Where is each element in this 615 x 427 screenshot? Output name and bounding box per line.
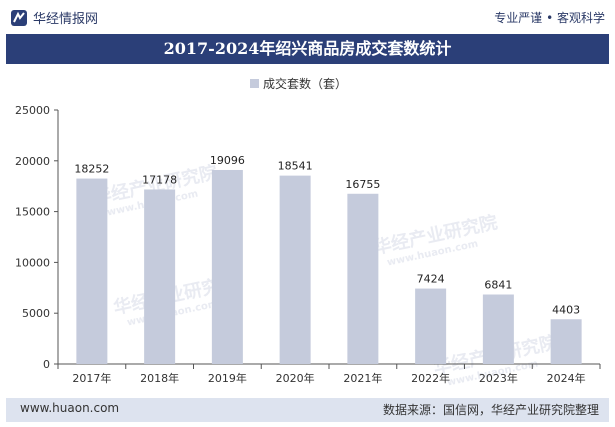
bar-2021年	[347, 193, 379, 364]
bar-2017年	[76, 178, 108, 364]
x-tick-label: 2019年	[208, 371, 247, 385]
legend-label: 成交套数（套）	[263, 76, 347, 91]
data-source: 数据来源：国信网，华经产业研究院整理	[382, 403, 599, 417]
top-bar: 华经情报网 专业严谨 • 客观科学	[0, 0, 615, 34]
legend-swatch	[250, 79, 259, 88]
data-label: 4403	[552, 303, 580, 316]
y-tick-label: 25000	[15, 104, 50, 117]
data-label: 18541	[278, 160, 313, 173]
footer: www.huaon.com 数据来源：国信网，华经产业研究院整理	[6, 398, 609, 422]
brand-name: 华经情报网	[33, 12, 99, 27]
bar-2024年	[550, 319, 582, 364]
x-tick-label: 2020年	[276, 371, 315, 385]
bar-2018年	[144, 189, 176, 364]
website-link[interactable]: www.huaon.com	[20, 401, 120, 415]
tagline: 专业严谨 • 客观科学	[494, 11, 605, 25]
chart-bars: 18252 2017年 17178 2018年 19096 2019年 18541 2020年…	[72, 154, 585, 385]
data-label: 6841	[484, 278, 512, 291]
brand[interactable]: 华经情报网	[10, 8, 98, 27]
x-tick-label: 2021年	[343, 371, 382, 385]
brand-logo-icon	[11, 9, 27, 26]
y-tick-label: 0	[43, 358, 50, 371]
y-tick-label: 15000	[15, 206, 50, 219]
x-tick-label: 2023年	[479, 371, 518, 385]
data-label: 16755	[345, 178, 380, 191]
x-tick-label: 2018年	[140, 371, 179, 385]
bar-2019年	[211, 169, 243, 364]
chart-title: 2017-2024年绍兴商品房成交套数统计	[6, 34, 609, 64]
y-tick-label: 20000	[15, 155, 50, 168]
data-label: 7424	[417, 273, 445, 286]
chart-legend: 成交套数（套）	[250, 76, 347, 91]
data-label: 18252	[74, 163, 109, 176]
data-label: 19096	[210, 154, 245, 167]
x-tick-label: 2017年	[72, 371, 111, 385]
x-tick-label: 2022年	[411, 371, 450, 385]
y-tick-label: 5000	[22, 307, 50, 320]
x-tick-label: 2024年	[547, 371, 586, 385]
y-tick-label: 10000	[15, 256, 50, 269]
data-label: 17178	[142, 173, 177, 186]
bar-2023年	[482, 294, 514, 364]
bar-2022年	[415, 288, 447, 364]
bar-chart: 华经产业研究院www.huaon.com华经产业研究院www.huaon.com…	[15, 76, 601, 389]
bar-2020年	[279, 175, 311, 364]
